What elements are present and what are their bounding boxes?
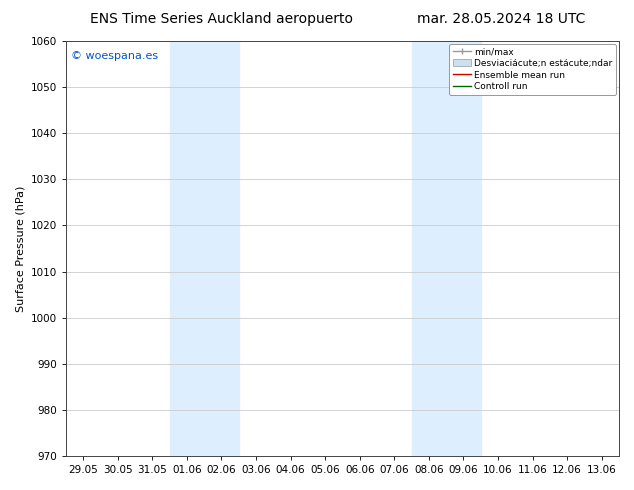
Bar bbox=[411, 41, 481, 456]
Y-axis label: Surface Pressure (hPa): Surface Pressure (hPa) bbox=[15, 185, 25, 312]
Legend: min/max, Desviaciácute;n estácute;ndar, Ensemble mean run, Controll run: min/max, Desviaciácute;n estácute;ndar, … bbox=[449, 44, 616, 95]
Text: © woespana.es: © woespana.es bbox=[72, 51, 158, 61]
Text: ENS Time Series Auckland aeropuerto: ENS Time Series Auckland aeropuerto bbox=[91, 12, 353, 26]
Bar bbox=[169, 41, 238, 456]
Text: mar. 28.05.2024 18 UTC: mar. 28.05.2024 18 UTC bbox=[417, 12, 585, 26]
